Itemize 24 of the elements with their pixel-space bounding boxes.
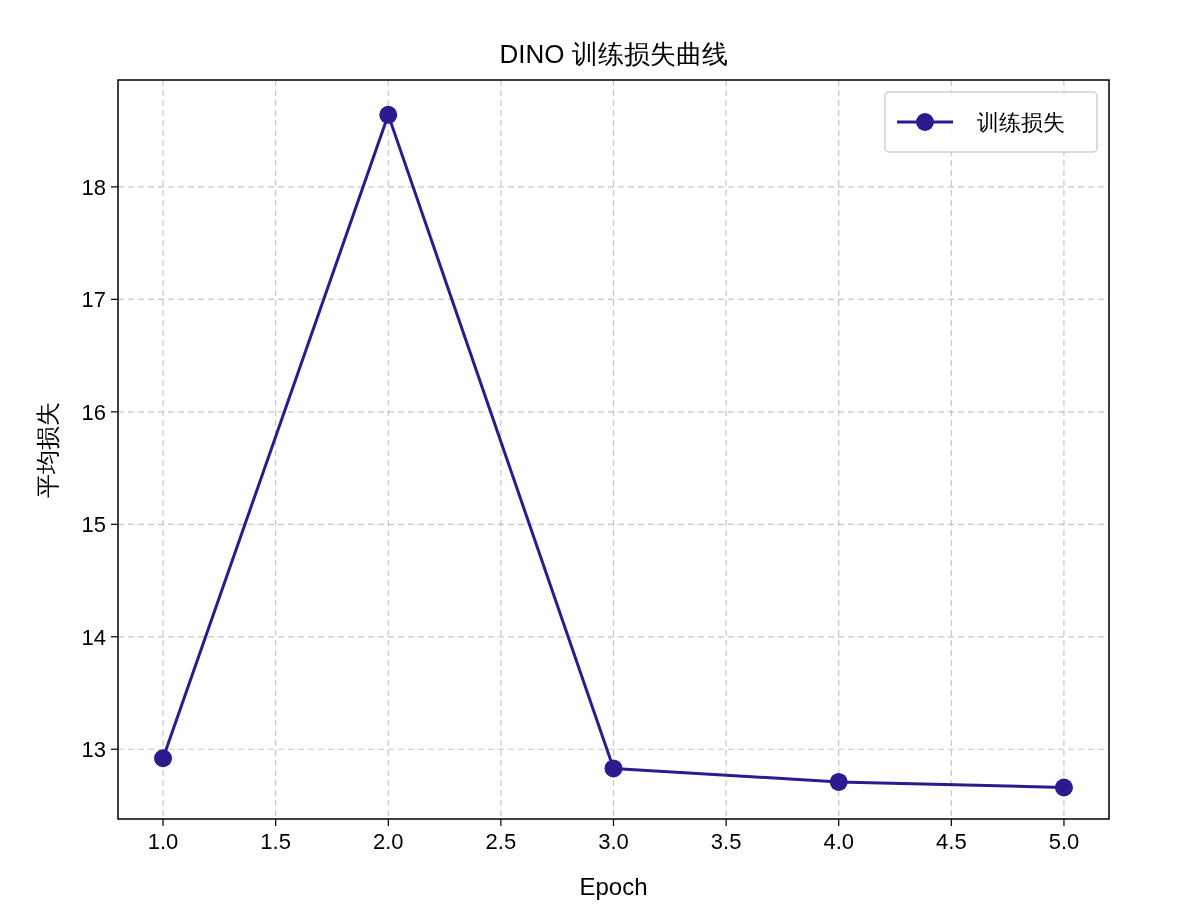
legend-label: 训练损失 — [977, 110, 1065, 135]
y-tick-label: 14 — [81, 624, 106, 650]
y-tick-label: 16 — [81, 399, 106, 425]
x-axis-title: Epoch — [579, 873, 648, 900]
x-tick-label: 1.5 — [260, 829, 291, 854]
point — [604, 759, 623, 778]
y-tick-label: 17 — [81, 287, 106, 313]
y-tick-label: 15 — [81, 512, 106, 538]
x-tick-label: 5.0 — [1048, 829, 1080, 854]
x-tick-label: 1.0 — [147, 829, 179, 854]
point — [154, 749, 173, 768]
x-tick-label: 4.0 — [823, 829, 855, 854]
chart-title: DINO 训练损失曲线 — [499, 39, 728, 69]
x-tick-label: 2.0 — [372, 829, 404, 854]
y-tick-label: 18 — [81, 174, 106, 200]
x-tick-label: 3.5 — [710, 829, 742, 854]
point — [379, 105, 398, 124]
x-tick-label: 2.5 — [485, 829, 517, 854]
y-tick-label: 13 — [81, 737, 106, 763]
point — [829, 772, 848, 791]
x-tick-label: 3.0 — [598, 829, 629, 854]
y-axis-title: 平均损失 — [34, 401, 61, 498]
point — [1054, 778, 1073, 797]
x-tick-label: 4.5 — [936, 829, 967, 854]
